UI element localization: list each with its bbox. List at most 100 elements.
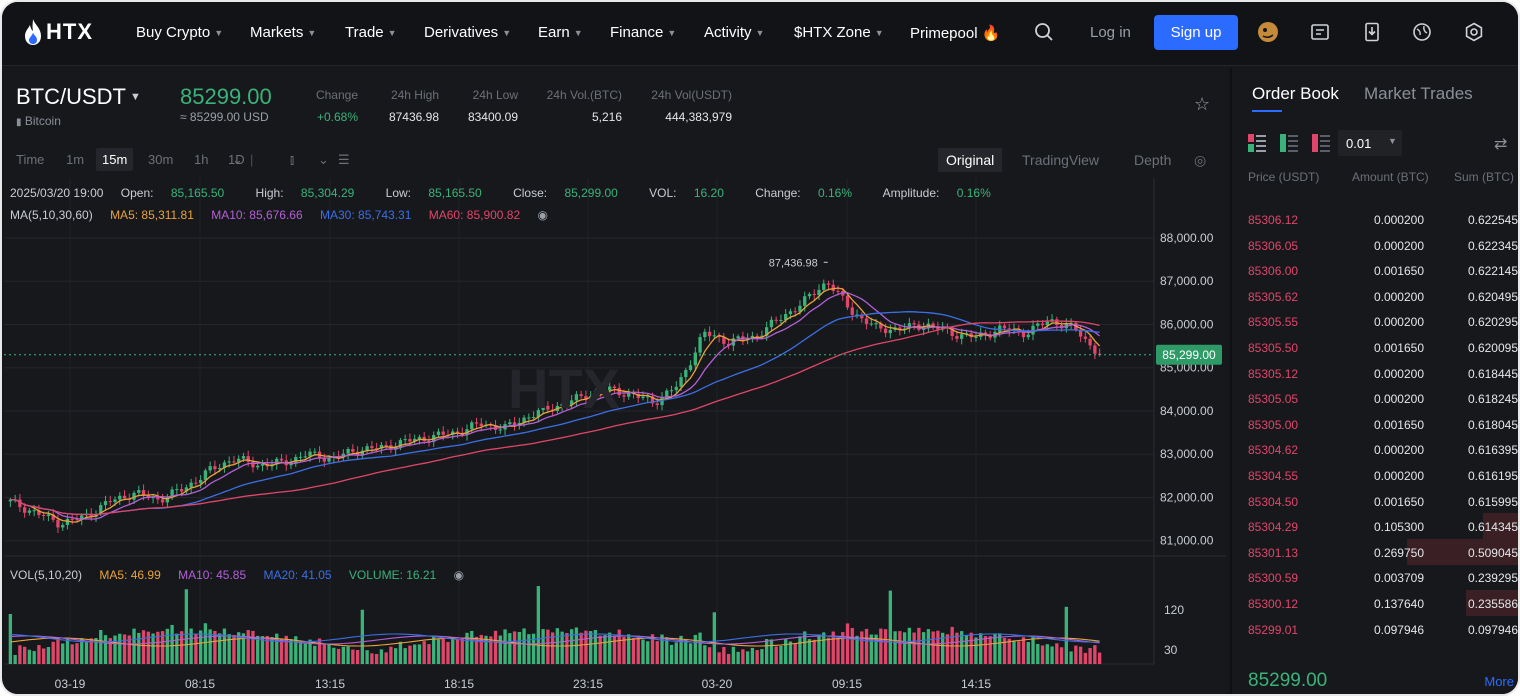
view-asks-icon[interactable] [1312, 134, 1332, 152]
orderbook-row[interactable]: 85305.05 0.000200 0.618245 [1232, 385, 1518, 411]
orderbook-price: 85305.00 [1248, 417, 1299, 432]
volume-bar [874, 634, 878, 664]
view-original[interactable]: Original [938, 148, 1003, 172]
chart-area[interactable]: 88,000.00 87,000.00 86,000.00 85,000.00 84,0… [4, 178, 1226, 696]
candle [308, 451, 312, 457]
interval-15m[interactable]: 15m [96, 148, 134, 171]
volume-bar [160, 631, 165, 664]
orderbook-price: 85305.62 [1248, 289, 1299, 304]
orderbook-panel: Order Book Market Trades 0.01 ▼ ⇄ Price … [1230, 68, 1518, 694]
volume-bar [370, 653, 374, 664]
orderbook-row[interactable]: 85301.13 0.269750 0.509045 [1232, 538, 1518, 565]
orders-icon[interactable] [1308, 20, 1332, 44]
candle [655, 403, 659, 406]
volume-bar [707, 647, 712, 664]
orderbook-row[interactable]: 85305.00 0.001650 0.618045 [1232, 411, 1518, 437]
tab-order-book[interactable]: Order Book [1252, 84, 1339, 103]
precision-select[interactable]: 0.01 ▼ [1338, 130, 1402, 156]
interval-time[interactable]: Time [16, 152, 45, 167]
nav-item-trade[interactable]: Trade ▼ [345, 24, 397, 41]
view-bids-icon[interactable] [1280, 134, 1300, 152]
candle [1097, 353, 1102, 355]
volume-bar [603, 635, 607, 664]
volume-bar [208, 629, 212, 664]
ma-info: MA(5,10,30,60) MA5: 85,311.81 MA10: 85,6… [10, 208, 548, 222]
chevron-down-icon[interactable]: ⌄ [318, 152, 329, 167]
interval-1d[interactable]: 1D [228, 152, 245, 167]
orderbook-row[interactable]: 85300.12 0.137640 0.235586 [1232, 590, 1518, 616]
candle [122, 495, 127, 499]
candle [384, 444, 388, 446]
current-price-tag-label: 85,299.00 [1162, 348, 1216, 362]
orderbook-row[interactable]: 85306.05 0.000200 0.622345 [1232, 232, 1518, 258]
volume-ma-line [10, 635, 1100, 645]
candle [398, 440, 403, 448]
candle-type-icon[interactable]: ⫾ [290, 152, 295, 167]
login-button[interactable]: Log in [1090, 24, 1131, 41]
interval-30m[interactable]: 30m [148, 152, 174, 167]
download-icon[interactable] [1360, 20, 1384, 44]
candlestick-chart[interactable]: 88,000.0087,000.0086,000.0085,000.0084,0… [4, 178, 1226, 696]
signup-button[interactable]: Sign up [1154, 15, 1238, 50]
volume-bar [227, 634, 231, 664]
candle [1078, 329, 1083, 337]
orderbook-row[interactable]: 85304.50 0.001650 0.615995 [1232, 488, 1518, 514]
candle [641, 396, 645, 398]
htx-logo[interactable]: HTX [24, 18, 93, 46]
orderbook-row[interactable]: 85304.55 0.000200 0.616195 [1232, 462, 1518, 488]
orderbook-row[interactable]: 85304.29 0.105300 0.614345 [1232, 513, 1518, 540]
nav-item-markets[interactable]: Markets ▼ [250, 24, 316, 41]
volume-bar [822, 632, 826, 664]
eye-icon[interactable]: ◉ [537, 208, 548, 222]
interval-1h[interactable]: 1h [194, 152, 209, 167]
volume-bar [455, 639, 460, 664]
volume-bar [122, 634, 127, 664]
orderbook-row[interactable]: 85305.50 0.001650 0.620095 [1232, 334, 1518, 360]
volume-bar [546, 629, 550, 664]
nav-item-htx-zone[interactable]: $HTX Zone ▼ [794, 24, 884, 41]
language-icon[interactable] [1410, 20, 1434, 44]
search-icon[interactable] [1032, 20, 1056, 44]
volume-bar [327, 643, 331, 664]
orderbook-row[interactable]: 85305.62 0.000200 0.620495 [1232, 283, 1518, 309]
nav-item-primepool[interactable]: Primepool 🔥 [910, 24, 1000, 43]
orderbook-row[interactable]: 85299.01 0.097946 0.097946 [1232, 616, 1518, 642]
screenshot-icon[interactable]: ◎ [1194, 152, 1207, 168]
volume-bar [218, 633, 222, 664]
tab-market-trades[interactable]: Market Trades [1364, 84, 1473, 103]
orderbook-controls: 0.01 ▼ ⇄ [1232, 130, 1518, 160]
orderbook-row[interactable]: 85304.62 0.000200 0.616395 [1232, 436, 1518, 462]
nav-item-derivatives[interactable]: Derivatives ▼ [424, 24, 511, 41]
candle [413, 438, 417, 442]
eye-icon[interactable]: ◉ [453, 568, 465, 582]
orderbook-row[interactable]: 85305.55 0.000200 0.620295 [1232, 308, 1518, 334]
chevron-down-icon[interactable]: ⌄ [232, 152, 243, 167]
view-tradingview[interactable]: TradingView [1022, 152, 1100, 168]
volume-bar [779, 645, 783, 664]
pair-selector[interactable]: BTC/USDT ▼ [16, 84, 141, 110]
orderbook-row[interactable]: 85306.00 0.001650 0.622145 [1232, 257, 1518, 283]
interval-1m[interactable]: 1m [66, 152, 85, 167]
orderbook-settings-icon[interactable]: ⇄ [1494, 136, 1508, 153]
candle [436, 431, 441, 436]
nav-item-activity[interactable]: Activity ▼ [704, 24, 764, 41]
volume-bar [113, 635, 117, 664]
volume-bar [1045, 644, 1049, 664]
orderbook-row[interactable]: 85305.12 0.000200 0.618445 [1232, 360, 1518, 386]
nav-item-finance[interactable]: Finance ▼ [610, 24, 676, 41]
favorite-star-icon[interactable]: ☆ [1194, 94, 1211, 114]
nav-item-earn[interactable]: Earn ▼ [538, 24, 583, 41]
orderbook-row[interactable]: 85300.59 0.003709 0.239295 [1232, 564, 1518, 590]
orderbook-row[interactable]: 85306.12 0.000200 0.622545 [1232, 206, 1518, 232]
view-both-icon[interactable] [1248, 134, 1268, 152]
stat-1: 24h High 87436.98 [389, 88, 439, 124]
indicator-menu-icon[interactable]: ☰ [338, 152, 350, 167]
avatar-icon[interactable] [1256, 20, 1280, 44]
view-depth[interactable]: Depth [1134, 152, 1172, 168]
volume-bar [260, 636, 265, 664]
more-link[interactable]: More [1484, 674, 1514, 689]
orderbook-price: 85305.12 [1248, 366, 1299, 381]
volume-bar [907, 627, 912, 664]
settings-icon[interactable] [1462, 20, 1486, 44]
nav-item-buy-crypto[interactable]: Buy Crypto ▼ [136, 24, 223, 41]
